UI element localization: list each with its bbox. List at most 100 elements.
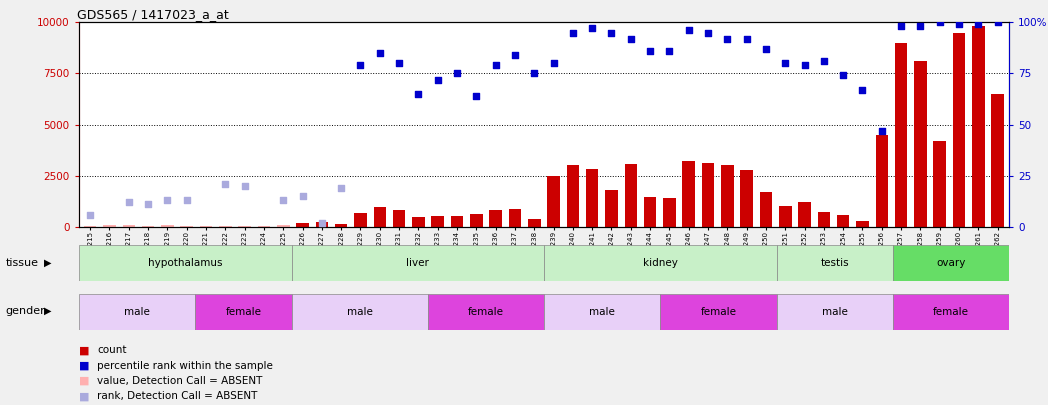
Text: kidney: kidney (642, 258, 678, 268)
Bar (219, 226, 232, 227)
Point (873, 128, 890, 134)
Bar (777, 245, 893, 281)
Point (139, 201, 156, 207)
Text: ovary: ovary (936, 258, 966, 268)
Text: ■: ■ (79, 361, 89, 371)
Bar (412, 217, 424, 227)
Point (796, 62, 813, 68)
Point (178, 197, 195, 203)
Bar (315, 222, 328, 227)
Text: testis: testis (821, 258, 849, 268)
Text: male: male (589, 307, 615, 317)
Bar (567, 165, 580, 227)
Bar (721, 165, 734, 227)
Bar (660, 294, 777, 330)
Point (217, 181, 234, 187)
Bar (605, 190, 617, 227)
Bar (625, 164, 637, 227)
Bar (702, 163, 715, 227)
Text: GDS565 / 1417023_a_at: GDS565 / 1417023_a_at (77, 8, 228, 21)
Text: ▶: ▶ (44, 258, 51, 268)
Point (970, 21, 987, 28)
Bar (740, 170, 752, 227)
Bar (428, 294, 544, 330)
Point (487, 62, 504, 68)
Bar (393, 210, 406, 227)
Bar (973, 26, 985, 227)
Bar (875, 135, 888, 227)
Point (313, 220, 330, 226)
Bar (547, 176, 560, 227)
Bar (277, 226, 289, 227)
Bar (335, 224, 348, 227)
Bar (760, 192, 772, 227)
Bar (161, 225, 174, 227)
Bar (663, 198, 676, 227)
Point (468, 93, 485, 99)
Point (912, 23, 929, 30)
Point (371, 50, 388, 56)
Bar (195, 294, 291, 330)
Text: gender: gender (5, 306, 45, 316)
Bar (528, 219, 541, 227)
Bar (489, 210, 502, 227)
Text: ■: ■ (79, 376, 89, 386)
Text: ■: ■ (79, 392, 89, 401)
Text: female: female (225, 307, 261, 317)
Point (121, 199, 137, 205)
Bar (79, 245, 291, 281)
Bar (799, 202, 811, 227)
Point (951, 21, 967, 28)
Point (584, 25, 601, 32)
Bar (682, 161, 695, 227)
Point (623, 35, 639, 42)
Bar (354, 213, 367, 227)
Point (893, 23, 910, 30)
Text: male: male (822, 307, 848, 317)
Bar (373, 207, 386, 227)
Point (449, 70, 465, 77)
Bar (238, 226, 250, 227)
Point (294, 193, 311, 199)
Text: value, Detection Call = ABSENT: value, Detection Call = ABSENT (97, 376, 263, 386)
Bar (471, 214, 483, 227)
Point (854, 87, 871, 93)
Bar (837, 215, 850, 227)
Point (661, 48, 678, 54)
Point (989, 19, 1006, 26)
Point (275, 197, 291, 203)
Bar (451, 216, 463, 227)
Bar (103, 226, 115, 227)
Point (82, 211, 99, 218)
Bar (141, 226, 154, 227)
Point (719, 35, 736, 42)
Text: male: male (124, 307, 150, 317)
Point (352, 62, 369, 68)
Point (815, 58, 832, 64)
Text: female: female (700, 307, 737, 317)
Bar (79, 294, 195, 330)
Text: percentile rank within the sample: percentile rank within the sample (97, 361, 274, 371)
Text: hypothalamus: hypothalamus (148, 258, 222, 268)
Bar (991, 94, 1004, 227)
Bar (297, 223, 309, 227)
Bar (291, 245, 544, 281)
Point (777, 60, 793, 66)
Point (410, 91, 427, 97)
Text: rank, Detection Call = ABSENT: rank, Detection Call = ABSENT (97, 392, 258, 401)
Bar (779, 207, 791, 227)
Bar (643, 196, 656, 227)
Bar (508, 209, 521, 227)
Bar (200, 226, 213, 227)
Bar (180, 226, 193, 227)
Text: count: count (97, 345, 127, 355)
Bar (893, 245, 1009, 281)
Point (545, 60, 562, 66)
Point (603, 29, 619, 36)
Point (565, 29, 582, 36)
Bar (544, 245, 777, 281)
Bar (817, 213, 830, 227)
Point (159, 197, 176, 203)
Point (641, 48, 658, 54)
Text: tissue: tissue (5, 258, 38, 268)
